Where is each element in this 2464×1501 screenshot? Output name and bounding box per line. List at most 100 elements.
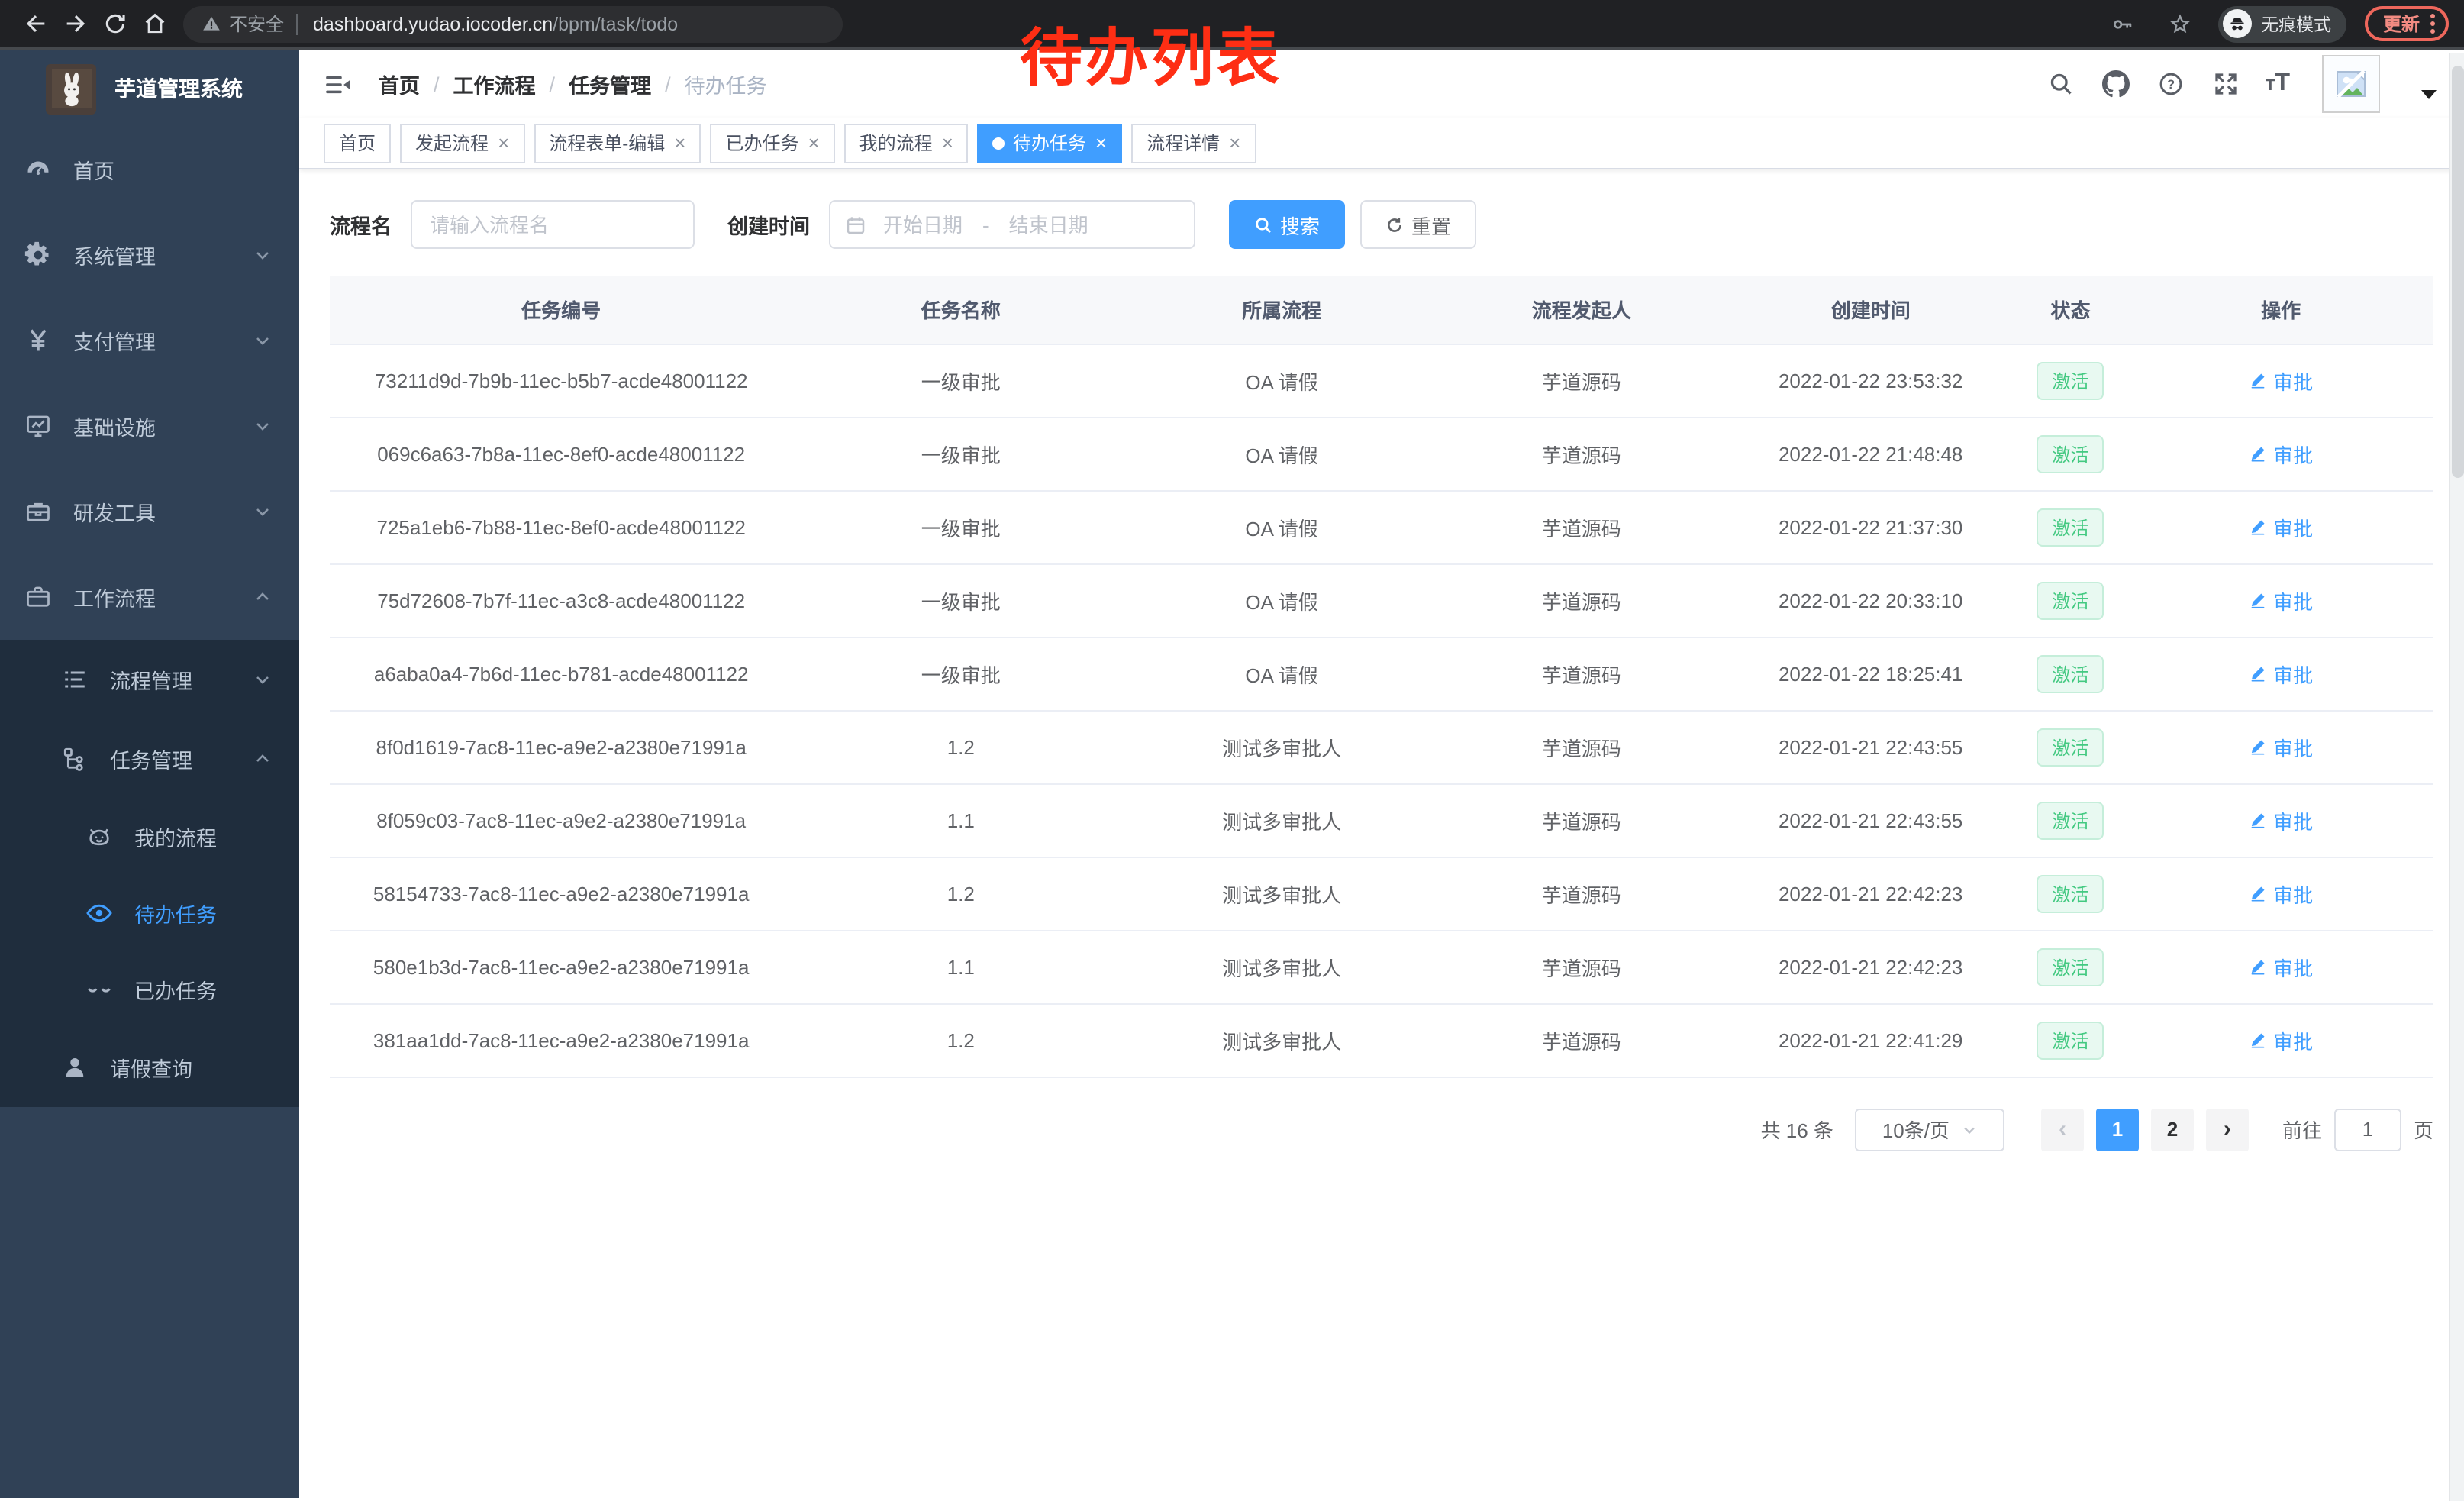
approve-link[interactable]: 审批 — [2249, 659, 2313, 688]
chevron-down-icon — [253, 331, 272, 350]
page-button-2[interactable]: 2 — [2150, 1108, 2194, 1151]
task-name: 1.2 — [947, 1028, 975, 1051]
sidebar-item-已办任务[interactable]: 已办任务 — [0, 951, 299, 1028]
status-badge: 激活 — [2037, 874, 2104, 912]
approve-label: 审批 — [2273, 810, 2314, 833]
browser-menu-icon[interactable] — [2430, 14, 2435, 34]
create-time: 2022-01-21 22:43:55 — [1778, 809, 1963, 831]
sidebar-collapse-icon[interactable] — [321, 67, 354, 101]
sidebar-item-待办任务[interactable]: 待办任务 — [0, 875, 299, 951]
tab-发起流程[interactable]: 发起流程 × — [400, 123, 525, 163]
approve-label: 审批 — [2273, 957, 2314, 980]
approve-link[interactable]: 审批 — [2249, 879, 2313, 908]
sidebar-item-支付管理[interactable]: 支付管理 — [0, 298, 299, 383]
scrollbar-thumb[interactable] — [2452, 66, 2464, 478]
incognito-badge: 无痕模式 — [2217, 5, 2346, 42]
tab-已办任务[interactable]: 已办任务 × — [710, 123, 835, 163]
create-time-label: 创建时间 — [727, 215, 810, 238]
start-date-input[interactable] — [866, 213, 979, 236]
approve-label: 审批 — [2273, 883, 2314, 906]
chevron-down-icon — [253, 670, 272, 689]
task-id: 8f059c03-7ac8-11ec-a9e2-a2380e71991a — [376, 809, 747, 831]
approve-link[interactable]: 审批 — [2249, 586, 2313, 615]
breadcrumb-item-任务管理[interactable]: 任务管理 — [569, 75, 652, 98]
sidebar-item-我的流程[interactable]: 我的流程 — [0, 799, 299, 875]
prev-page-button[interactable]: ‹ — [2040, 1108, 2084, 1151]
scrollbar[interactable] — [2449, 53, 2464, 1501]
close-icon[interactable]: × — [1095, 131, 1108, 154]
task-name: 1.2 — [947, 735, 975, 758]
page-size-select[interactable]: 10条/页 — [1854, 1108, 2004, 1151]
approve-label: 审批 — [2273, 517, 2314, 540]
edit-pen-icon — [2251, 447, 2265, 462]
close-icon[interactable]: × — [941, 131, 953, 154]
chevron-up-icon — [253, 750, 272, 768]
close-icon[interactable]: × — [1229, 131, 1241, 154]
chevron-down-icon — [1964, 1126, 1975, 1134]
sidebar-item-基础设施[interactable]: 基础设施 — [0, 383, 299, 469]
approve-link[interactable]: 审批 — [2249, 1025, 2313, 1054]
breadcrumb-item-首页[interactable]: 首页 — [379, 75, 420, 98]
approve-label: 审批 — [2273, 663, 2314, 686]
eye-closed-icon — [85, 976, 113, 1003]
column-header-流程发起人: 流程发起人 — [1434, 276, 1729, 344]
end-date-input[interactable] — [992, 213, 1105, 236]
next-page-button[interactable]: › — [2205, 1108, 2249, 1151]
bookmark-star-icon[interactable] — [2160, 4, 2200, 44]
edit-pen-icon — [2251, 740, 2265, 755]
process-name-input[interactable] — [410, 200, 694, 249]
table-row: 75d72608-7b7f-11ec-a3c8-acde48001122 一级审… — [330, 563, 2433, 638]
date-range-picker[interactable]: - — [828, 200, 1195, 249]
close-icon[interactable]: × — [498, 131, 510, 154]
forward-icon[interactable] — [55, 4, 95, 44]
home-icon[interactable] — [134, 4, 174, 44]
task-process: OA 请假 — [1245, 663, 1318, 686]
create-time: 2022-01-21 22:43:55 — [1778, 735, 1963, 758]
password-key-icon[interactable] — [2102, 4, 2142, 44]
reload-icon[interactable] — [95, 4, 134, 44]
app-logo[interactable]: 芋道管理系统 — [0, 50, 299, 127]
sidebar-item-流程管理[interactable]: 流程管理 — [0, 640, 299, 719]
approve-link[interactable]: 审批 — [2249, 512, 2313, 541]
approve-label: 审批 — [2273, 590, 2314, 613]
reset-button[interactable]: 重置 — [1359, 200, 1476, 249]
approve-link[interactable]: 审批 — [2249, 439, 2313, 468]
fullscreen-icon[interactable] — [2211, 69, 2240, 98]
github-icon[interactable] — [2101, 69, 2130, 98]
search-button[interactable]: 搜索 — [1228, 200, 1345, 249]
tab-我的流程[interactable]: 我的流程 × — [843, 123, 969, 163]
process-name-label: 流程名 — [330, 215, 392, 238]
sidebar-item-任务管理[interactable]: 任务管理 — [0, 719, 299, 799]
approve-link[interactable]: 审批 — [2249, 952, 2313, 981]
approve-link[interactable]: 审批 — [2249, 732, 2313, 761]
update-button[interactable]: 更新 — [2364, 6, 2449, 41]
help-icon[interactable]: ? — [2156, 69, 2185, 98]
back-icon[interactable] — [15, 4, 55, 44]
avatar-dropdown-caret[interactable] — [2421, 90, 2437, 99]
tab-流程表单-编辑[interactable]: 流程表单-编辑 × — [534, 123, 701, 163]
approve-link[interactable]: 审批 — [2249, 805, 2313, 834]
close-icon[interactable]: × — [808, 131, 820, 154]
search-icon[interactable] — [2046, 69, 2075, 98]
approve-link[interactable]: 审批 — [2249, 366, 2313, 395]
address-bar[interactable]: 不安全 dashboard.yudao.iocoder.cn/bpm/task/… — [183, 5, 843, 42]
sidebar-item-系统管理[interactable]: 系统管理 — [0, 212, 299, 298]
sidebar-item-工作流程[interactable]: 工作流程 — [0, 554, 299, 640]
task-id: 725a1eb6-7b88-11ec-8ef0-acde48001122 — [376, 515, 746, 538]
avatar[interactable] — [2322, 55, 2380, 113]
page-button-1[interactable]: 1 — [2095, 1108, 2139, 1151]
tags-view-bar: 首页 发起流程 × 流程表单-编辑 × 已办任务 × 我的流程 × 待办任务 × 流程详情 × — [299, 118, 2464, 169]
tab-首页[interactable]: 首页 — [324, 123, 392, 163]
sidebar-item-请假查询[interactable]: 请假查询 — [0, 1028, 299, 1107]
tab-待办任务[interactable]: 待办任务 × — [977, 123, 1123, 163]
sidebar-menu: 首页 系统管理 支付管理 基础设施 研发工具 工作流程 流程管理 任务管理 我的流程 待办任务 已办… — [0, 127, 299, 1107]
goto-page-input[interactable] — [2333, 1108, 2401, 1151]
sidebar-item-研发工具[interactable]: 研发工具 — [0, 469, 299, 554]
process-starter: 芋道源码 — [1541, 957, 1621, 980]
close-icon[interactable]: × — [674, 131, 686, 154]
tab-流程详情[interactable]: 流程详情 × — [1131, 123, 1256, 163]
breadcrumb-item-工作流程[interactable]: 工作流程 — [453, 75, 536, 98]
edit-pen-icon — [2251, 520, 2265, 535]
sidebar-item-首页[interactable]: 首页 — [0, 127, 299, 212]
